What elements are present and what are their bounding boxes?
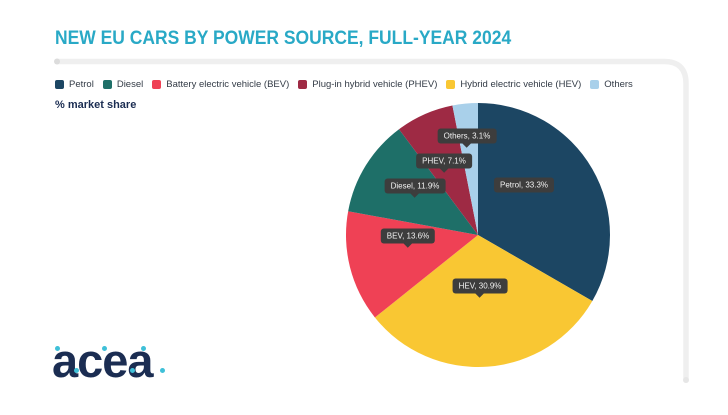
legend-label: Petrol [69, 79, 94, 90]
frame-line-start-dot [54, 58, 60, 65]
pie-slice-petrol [478, 103, 611, 301]
page-title: NEW EU CARS BY POWER SOURCE, FULL-YEAR 2… [55, 28, 512, 49]
legend-item-hev: Hybrid electric vehicle (HEV) [446, 79, 581, 90]
legend-swatch-phev [298, 80, 308, 89]
slice-callout-phev: PHEV, 7.1% [416, 153, 472, 169]
frame-line-end-dot [683, 377, 689, 383]
legend-item-bev: Battery electric vehicle (BEV) [152, 79, 289, 90]
legend-item-others: Others [590, 79, 633, 90]
legend-swatch-hev [446, 80, 456, 89]
legend-label: Others [604, 79, 633, 90]
subtitle-market-share: % market share [55, 99, 137, 111]
legend-item-phev: Plug-in hybrid vehicle (PHEV) [298, 79, 437, 90]
logo-accent-dot [102, 346, 107, 351]
legend-label: Battery electric vehicle (BEV) [166, 79, 290, 90]
slice-callout-bev: BEV, 13.6% [380, 228, 436, 244]
legend-item-diesel: Diesel [102, 79, 144, 90]
logo-accent-dot [74, 368, 79, 373]
legend-swatch-others [590, 80, 600, 89]
legend-swatch-diesel [102, 80, 112, 89]
slice-callout-hev: HEV, 30.9% [452, 278, 508, 294]
legend-label: Hybrid electric vehicle (HEV) [460, 79, 582, 90]
legend-swatch-bev [152, 80, 162, 89]
slice-callout-diesel: Diesel, 11.9% [384, 178, 446, 194]
acea-logo-text: acea [52, 334, 154, 387]
pie-slice-hev [374, 235, 593, 368]
logo-accent-dot [160, 368, 165, 373]
pie-slice-bev [345, 211, 478, 318]
legend-label: Diesel [116, 79, 144, 90]
logo-accent-dot [55, 346, 60, 351]
legend-swatch-petrol [55, 80, 64, 89]
slice-callout-others: Others, 3.1% [437, 128, 497, 144]
logo-accent-dot [141, 346, 146, 351]
logo-accent-dot [130, 368, 135, 373]
legend-label: Plug-in hybrid vehicle (PHEV) [312, 79, 438, 90]
chart-legend: Petrol Diesel Battery electric vehicle (BE… [55, 79, 633, 90]
slice-callout-petrol: Petrol, 33.3% [493, 177, 555, 193]
legend-item-petrol: Petrol [55, 79, 94, 90]
acea-logo: acea [52, 337, 172, 389]
